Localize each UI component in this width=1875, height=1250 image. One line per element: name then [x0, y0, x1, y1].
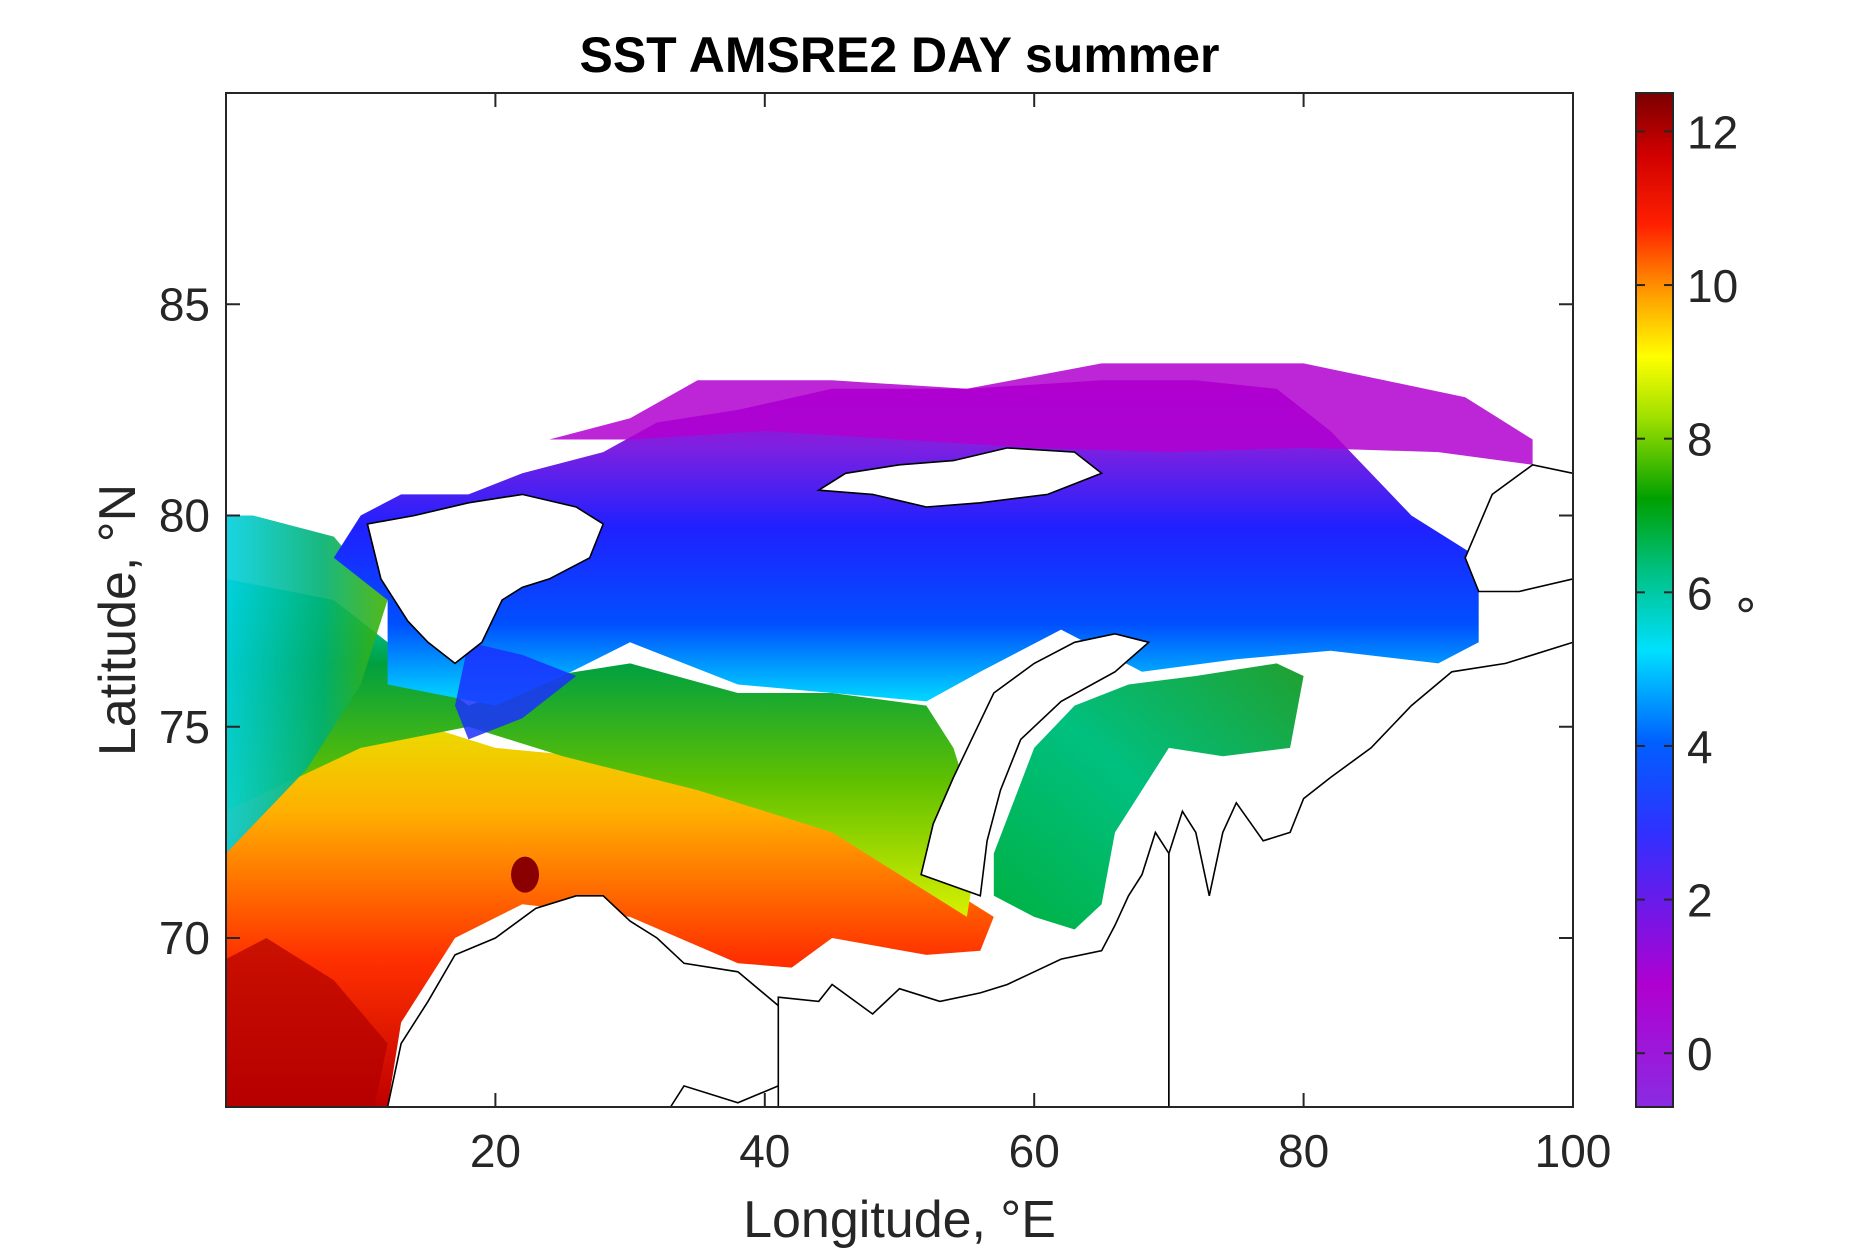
sst-region-kara [993, 663, 1304, 930]
colorbar [1635, 92, 1674, 1108]
x-tick-label: 100 [1535, 1125, 1612, 1177]
y-tick-label: 75 [159, 701, 210, 753]
land-severnaya-zemlya [1464, 463, 1573, 593]
sst-region-fram [226, 515, 388, 854]
y-tick-label: 85 [159, 278, 210, 330]
land-novaya-zemlya [920, 632, 1151, 897]
x-tick-label: 40 [739, 1125, 790, 1177]
sst-region-polar [549, 363, 1533, 465]
sst-hotspot [511, 856, 540, 893]
sst-region-atlantic [226, 684, 994, 1107]
land-yamal-east [1168, 641, 1573, 1107]
sst-region-warmcore [226, 938, 388, 1107]
y-tick-label: 70 [159, 912, 210, 964]
x-tick-label: 20 [470, 1125, 521, 1177]
colorbar-tick-label: 0 [1687, 1028, 1713, 1080]
y-axis-label: Latitude, °N [89, 484, 147, 756]
colorbar-label: ° [1729, 595, 1787, 616]
x-tick-label: 60 [1009, 1125, 1060, 1177]
y-axis: 70 75 80 85 [159, 278, 1573, 964]
land-franz-josef [816, 447, 1104, 508]
colorbar-tick-label: 8 [1687, 414, 1713, 466]
plot-frame [225, 92, 1574, 1108]
chart-title: SST AMSRE2 DAY summer [579, 27, 1219, 83]
x-tick-label: 80 [1278, 1125, 1329, 1177]
sst-cold-tongue [455, 642, 577, 740]
colorbar-tick-label: 12 [1687, 106, 1738, 158]
sst-field [226, 363, 1533, 1107]
land-scandinavia [386, 894, 820, 1107]
y-tick-label: 80 [159, 490, 210, 542]
colorbar-tick-label: 4 [1687, 721, 1713, 773]
colorbar-tick-label: 2 [1687, 875, 1713, 927]
colorbar-ticks: 0 2 4 6 8 10 12 [1636, 106, 1738, 1080]
sst-region-arctic [333, 380, 1479, 706]
coastline-layer [366, 447, 1573, 1107]
land-svalbard [366, 493, 605, 665]
colorbar-tick-label: 6 [1687, 567, 1713, 619]
colorbar-tick-label: 10 [1687, 260, 1738, 312]
x-axis-label: Longitude, °E [743, 1191, 1056, 1249]
x-axis: 20 40 60 80 100 [470, 93, 1612, 1177]
